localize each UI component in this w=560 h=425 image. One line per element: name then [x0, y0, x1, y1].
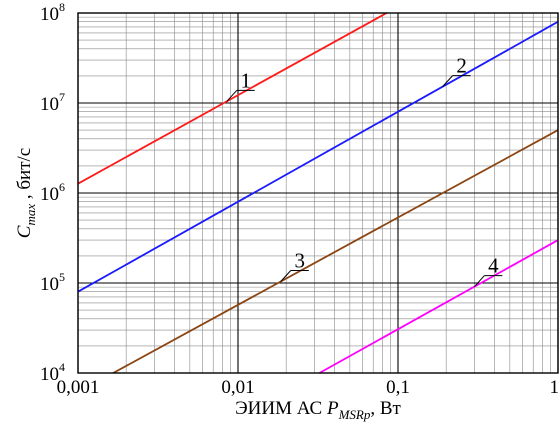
plot-frame	[77, 12, 559, 374]
y-axis-label-var: C	[14, 225, 35, 238]
x-axis-label-unit: , Вт	[370, 398, 401, 419]
grid	[77, 12, 559, 374]
y-tick-labels: 104 105 106 107 108	[40, 0, 65, 385]
annotation-leader-3	[280, 270, 292, 282]
y-tick-label: 106	[40, 180, 65, 205]
x-tick-label: 0,001	[57, 377, 100, 398]
y-axis-label-unit: , бит/с	[14, 148, 35, 204]
y-tick-label: 108	[40, 0, 65, 25]
x-tick-labels: 0,001 0,01 0,1 1	[57, 377, 559, 398]
annotation-label-1: 1	[240, 68, 251, 92]
series-line-2	[77, 20, 559, 293]
x-tick-label: 0,01	[221, 377, 254, 398]
x-axis-label: ЭИИМ АС PMSRp, Вт	[235, 398, 401, 422]
x-axis-label-main: ЭИИМ АС	[235, 398, 327, 419]
annotation-leader-2	[442, 75, 453, 87]
series-line-3	[112, 129, 559, 374]
x-axis-label-var: P	[326, 398, 339, 419]
annotation-label-3: 3	[294, 249, 305, 273]
series-line-1	[77, 12, 388, 185]
y-tick-label: 107	[40, 90, 65, 115]
series-line-4	[319, 239, 559, 374]
y-axis-label: Cmax , бит/с	[14, 148, 38, 238]
annotation-label-4: 4	[488, 254, 499, 278]
y-tick-label: 104	[40, 360, 65, 385]
annotation-leader-1	[226, 90, 238, 102]
x-tick-label: 0,1	[386, 377, 410, 398]
annotation-leader-4	[473, 275, 485, 288]
annotations: 1 2 3 4	[226, 54, 503, 288]
y-tick-label: 105	[40, 270, 65, 295]
series-lines	[77, 12, 559, 374]
x-axis-label-sub: MSRp	[338, 407, 371, 422]
y-axis-label-sub: max	[23, 204, 38, 226]
x-tick-label: 1	[550, 377, 560, 398]
annotation-label-2: 2	[456, 54, 467, 78]
